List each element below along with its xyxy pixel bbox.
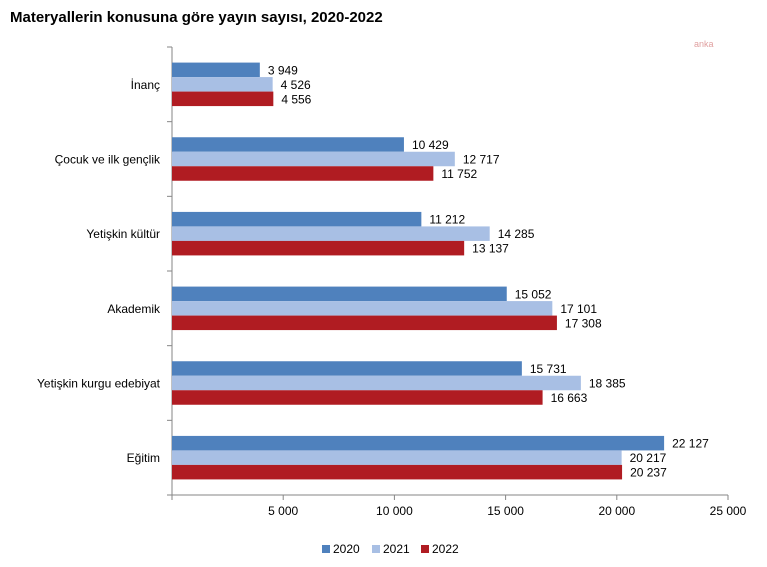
x-tick-label: 10 000 [376,504,413,518]
data-label-2022: 11 752 [441,167,477,181]
data-label-2020: 11 212 [429,213,465,227]
data-label-2021: 4 526 [281,78,311,92]
x-tick-label: 20 000 [598,504,635,518]
data-label-2022: 16 663 [551,391,588,405]
category-label: Yetişkin kültür [86,227,160,241]
data-label-2022: 17 308 [565,316,602,330]
legend-swatch-2020 [322,545,330,553]
x-tick-label: 15 000 [487,504,524,518]
bar-2022 [172,240,465,256]
data-label-2021: 20 217 [630,451,667,465]
data-label-2020: 15 052 [515,287,552,301]
bar-2021 [172,375,581,391]
watermark: anka [694,39,714,49]
category-label: İnanç [131,78,160,92]
data-label-2021: 18 385 [589,377,626,391]
legend-swatch-2022 [421,545,429,553]
legend-label-2021: 2021 [383,542,410,556]
category-label: Eğitim [127,451,160,465]
bar-2022 [172,166,434,181]
data-label-2020: 10 429 [412,138,449,152]
chart-title: Materyallerin konusuna göre yayın sayısı… [10,9,383,26]
bar-2022 [172,91,274,107]
bar-2022 [172,315,557,331]
category-label: Akademik [107,302,161,316]
legend-label-2020: 2020 [333,542,360,556]
bar-2020 [172,211,422,227]
data-label-2022: 20 237 [630,466,667,480]
bar-2022 [172,464,623,480]
data-label-2020: 15 731 [530,362,567,376]
chart-axes: 5 000 10 000 15 000 20 000 25 000 [167,46,747,518]
data-label-2020: 3 949 [268,63,298,77]
bar-2021 [172,226,490,241]
category-label: Yetişkin kurgu edebiyat [37,377,161,391]
chart-bars [172,62,665,480]
x-tick-label: 25 000 [710,504,747,518]
legend-swatch-2021 [372,545,380,553]
bar-2021 [172,151,455,167]
data-label-2021: 12 717 [463,153,500,167]
data-label-2021: 14 285 [498,227,535,241]
bar-2020 [172,286,507,302]
bar-2022 [172,390,543,405]
legend-label-2022: 2022 [432,542,459,556]
data-label-2021: 17 101 [560,302,597,316]
bar-2021 [172,77,273,92]
bar-2020 [172,435,665,451]
data-label-2020: 22 127 [672,437,709,451]
data-label-2022: 13 137 [472,242,509,256]
bar-2021 [172,450,622,465]
category-label: Çocuk ve ilk gençlik [55,153,161,167]
x-tick-label: 5 000 [268,504,298,518]
bar-2020 [172,62,260,78]
chart-legend: 2020 2021 2022 [322,542,459,556]
bar-2020 [172,137,404,152]
bar-2020 [172,361,522,376]
bar-2021 [172,301,553,316]
data-label-2022: 4 556 [281,92,311,106]
